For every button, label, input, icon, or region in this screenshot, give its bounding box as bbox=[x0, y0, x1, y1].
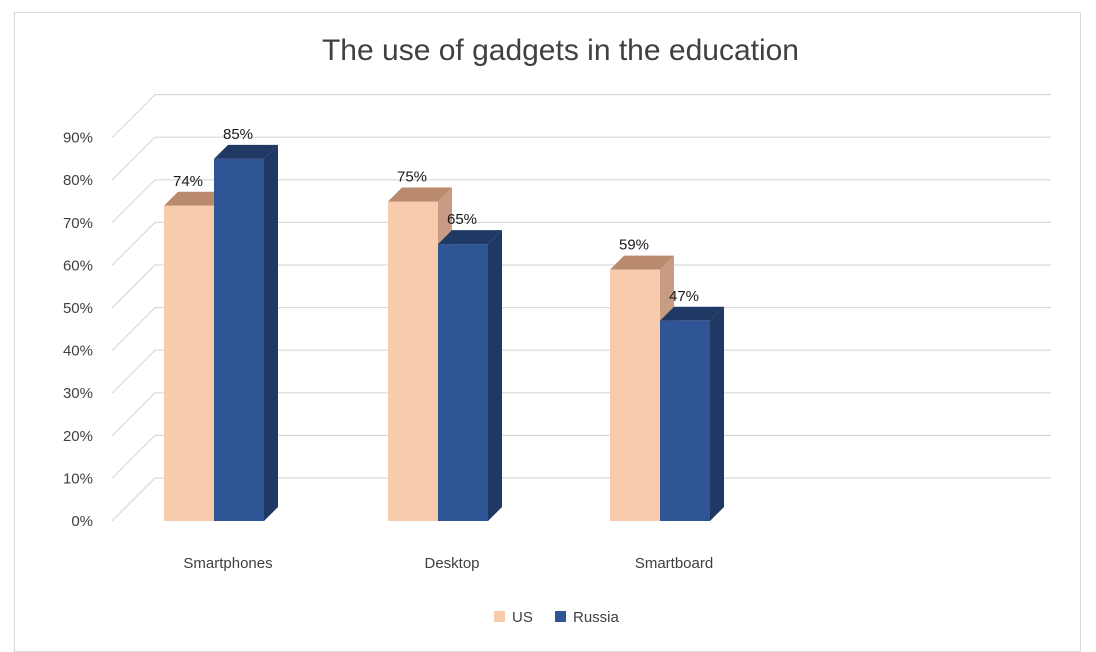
gridline bbox=[111, 307, 1051, 352]
bar bbox=[660, 320, 710, 521]
data-label: 74% bbox=[173, 173, 203, 190]
bar-top bbox=[164, 191, 228, 206]
gridline bbox=[111, 434, 1051, 479]
y-tick-label: 0% bbox=[71, 513, 93, 530]
bar bbox=[214, 158, 264, 521]
chart-title: The use of gadgets in the education bbox=[321, 34, 799, 67]
gridline bbox=[111, 349, 1051, 394]
y-tick-label: 20% bbox=[63, 428, 93, 445]
x-tick-label: Smartboard bbox=[635, 555, 713, 572]
bar-side bbox=[710, 306, 724, 521]
bar-top bbox=[214, 144, 278, 159]
bar bbox=[610, 269, 660, 521]
y-tick-label: 60% bbox=[63, 257, 93, 274]
gridline bbox=[111, 93, 1051, 139]
y-tick-label: 80% bbox=[63, 172, 93, 189]
bar bbox=[388, 201, 438, 521]
gridline bbox=[111, 179, 1051, 224]
legend-label: US bbox=[512, 609, 533, 626]
bar-top bbox=[388, 187, 452, 202]
gridline bbox=[111, 136, 1051, 181]
legend-label: Russia bbox=[573, 609, 620, 626]
y-tick-label: 50% bbox=[63, 300, 93, 317]
gridline bbox=[111, 221, 1051, 266]
bar-side bbox=[264, 144, 278, 521]
data-label: 75% bbox=[397, 169, 427, 186]
x-tick-label: Desktop bbox=[424, 555, 479, 572]
y-tick-label: 30% bbox=[63, 385, 93, 402]
bar-top bbox=[438, 230, 502, 245]
bar bbox=[164, 205, 214, 521]
bar-top bbox=[610, 255, 674, 270]
data-label: 47% bbox=[669, 288, 699, 305]
data-label: 65% bbox=[447, 211, 477, 228]
y-tick-label: 90% bbox=[63, 130, 93, 147]
y-tick-label: 10% bbox=[63, 470, 93, 487]
x-tick-label: Smartphones bbox=[183, 555, 272, 572]
legend-swatch bbox=[555, 611, 566, 622]
data-label: 59% bbox=[619, 237, 649, 254]
gridline bbox=[111, 264, 1051, 309]
bar-side bbox=[488, 230, 502, 521]
y-tick-label: 70% bbox=[63, 215, 93, 232]
gridline bbox=[111, 477, 1051, 522]
data-label: 85% bbox=[223, 126, 253, 143]
y-tick-label: 40% bbox=[63, 343, 93, 360]
bar-top bbox=[660, 306, 724, 321]
legend-swatch bbox=[494, 611, 505, 622]
bar bbox=[438, 244, 488, 521]
gridline bbox=[111, 392, 1051, 437]
